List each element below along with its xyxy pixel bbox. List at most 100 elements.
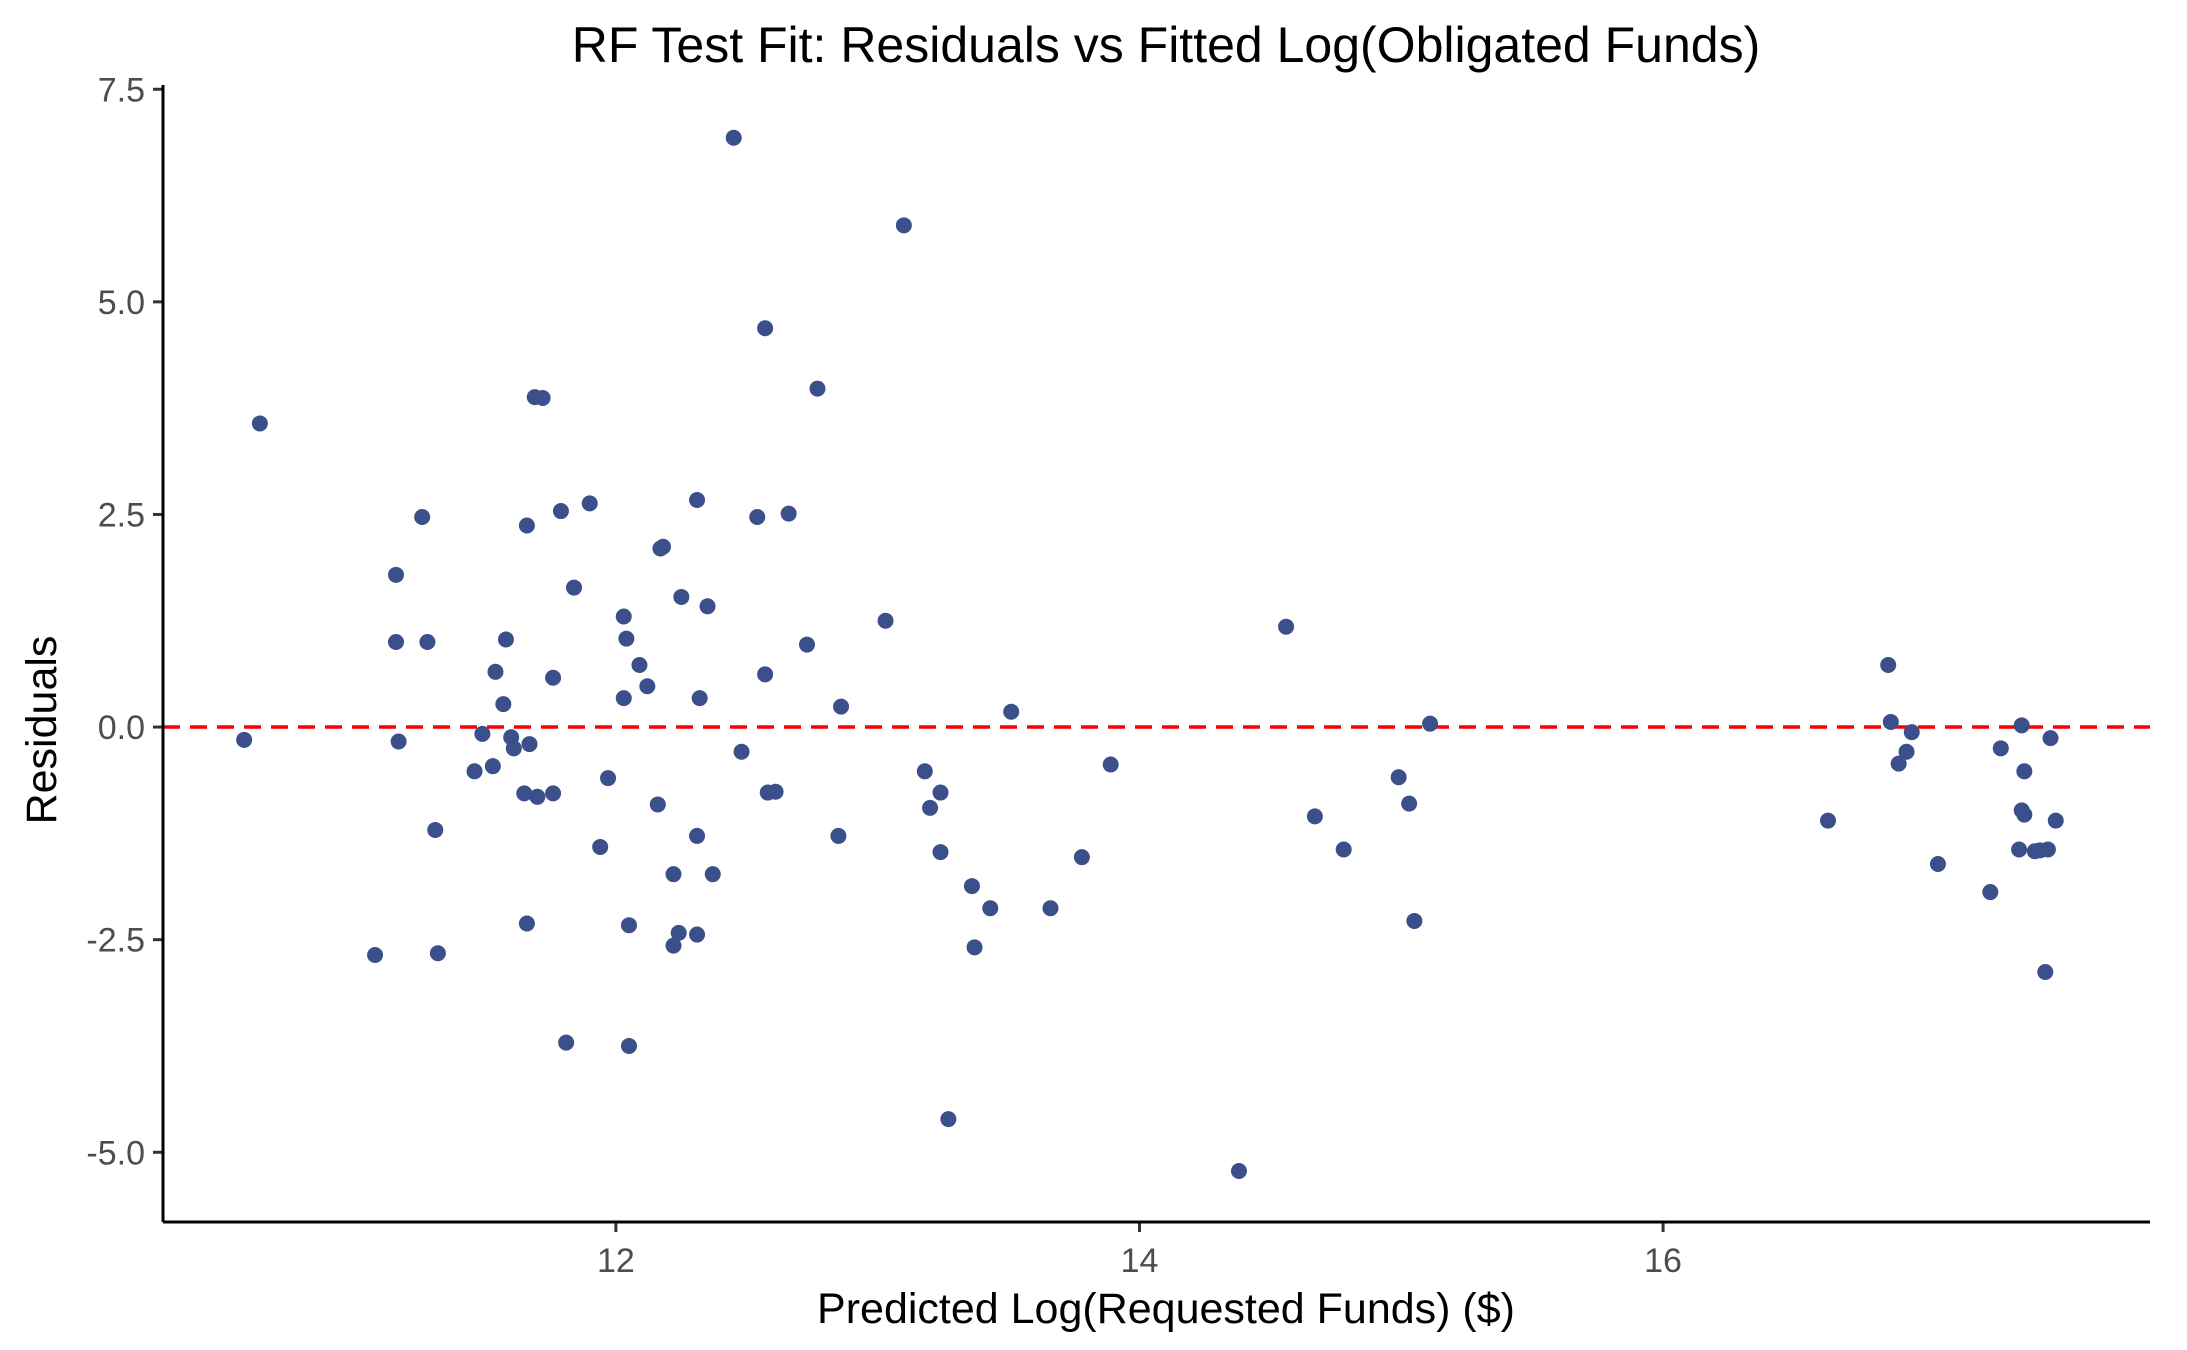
data-point [1898,743,1915,760]
data-point [484,758,501,775]
data-point [251,415,268,432]
data-point [877,612,894,629]
data-point [592,838,609,855]
data-point [516,785,533,802]
data-point [670,924,687,941]
data-point [673,588,690,605]
data-point [518,915,535,932]
data-point [689,492,706,509]
data-point [2016,763,2033,780]
data-point [552,503,569,520]
data-point [1982,884,1999,901]
data-point [566,579,583,596]
data-point [940,1111,957,1128]
data-point [2013,717,2030,734]
data-point [529,788,546,805]
data-point [1903,724,1920,741]
data-point [1230,1162,1247,1179]
data-point [620,917,637,934]
data-point [2042,730,2059,747]
y-tick-label: 5.0 [98,284,145,322]
data-point [1882,713,1899,730]
data-point [2037,963,2054,980]
data-point [495,696,512,713]
data-point [600,770,617,787]
data-point [466,763,483,780]
data-point [966,939,983,956]
data-point [704,866,721,883]
data-point [689,827,706,844]
y-tick-label: 2.5 [98,496,145,534]
data-point [757,666,774,683]
data-point [497,631,514,648]
data-point [2016,806,2033,823]
data-point [665,937,682,954]
data-point [518,517,535,534]
data-point [649,796,666,813]
data-point [390,733,407,750]
data-point [639,678,656,695]
data-point [1278,618,1295,635]
data-point [545,669,562,686]
data-point [932,844,949,861]
data-point [618,630,635,647]
data-point [665,866,682,883]
data-point [631,656,648,673]
data-point [733,743,750,760]
data-points [236,129,2064,1179]
y-tick-label: -5.0 [86,1134,145,1172]
data-point [1929,855,1946,872]
x-axis-title: Predicted Log(Requested Funds) ($) [817,1285,1515,1333]
data-point [895,217,912,234]
x-tick-label: 14 [1121,1242,1159,1280]
data-point [414,509,431,526]
data-point [1042,900,1059,917]
data-point [2011,841,2028,858]
data-point [655,538,672,555]
data-point [922,799,939,816]
data-point [809,380,826,397]
data-point [749,509,766,526]
data-point [474,725,491,742]
x-tick-label: 12 [597,1242,635,1280]
data-point [387,634,404,651]
data-point [767,783,784,800]
data-point [1003,703,1020,720]
chart-title: RF Test Fit: Residuals vs Fitted Log(Obl… [572,17,1760,73]
data-point [1992,740,2009,757]
data-point [534,389,551,406]
data-point [780,505,797,522]
y-axis-title: Residuals [18,636,66,825]
data-point [367,946,384,963]
data-point [615,690,632,707]
data-point [615,608,632,625]
data-point [1073,849,1090,866]
x-tick-label: 16 [1644,1242,1682,1280]
data-point [699,598,716,615]
data-point [2047,812,2064,829]
data-point [1401,795,1418,812]
data-point [1890,755,1907,772]
data-point [1390,769,1407,786]
data-point [689,926,706,943]
data-point [1306,808,1323,825]
data-point [545,785,562,802]
data-point [725,129,742,146]
y-axis-ticks: -5.0 -2.5 0.0 2.5 5.0 7.5 [86,71,163,1172]
data-point [419,634,436,651]
data-point [916,763,933,780]
data-point [2039,841,2056,858]
data-point [521,736,538,753]
data-point [620,1037,637,1054]
data-point [691,690,708,707]
data-point [1880,656,1897,673]
data-point [833,698,850,715]
data-point [830,827,847,844]
data-point [1819,812,1836,829]
data-point [982,900,999,917]
y-tick-label: -2.5 [86,922,145,960]
data-point [387,566,404,583]
data-point [1335,841,1352,858]
